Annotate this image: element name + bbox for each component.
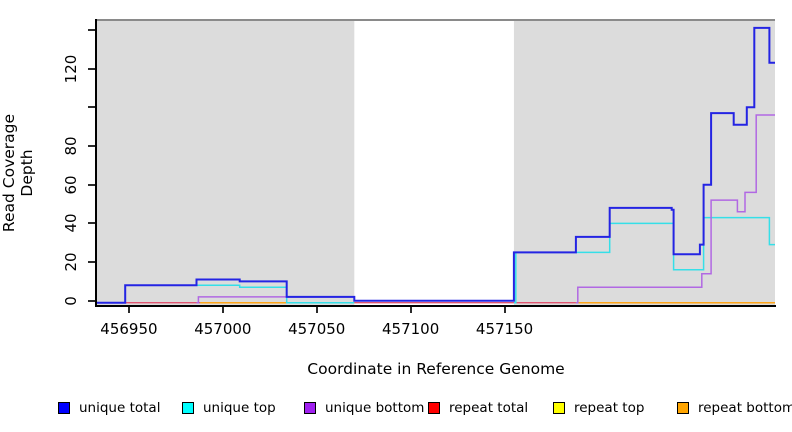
plot-panel [97, 19, 775, 306]
legend-swatch-icon [677, 402, 689, 414]
legend-label: repeat top [574, 400, 645, 416]
legend-swatch-icon [58, 402, 70, 414]
series-unique-bottom [196, 296, 355, 304]
legend-item-repeat-top: repeat top [553, 399, 644, 417]
x-tick-label: 456950 [100, 320, 158, 338]
x-tick [409, 307, 412, 313]
legend: unique total unique top unique bottom repea… [0, 399, 792, 421]
legend-label: repeat total [449, 400, 529, 416]
x-tick [127, 307, 130, 313]
y-tick [88, 222, 95, 225]
x-tick-label: 457000 [194, 320, 252, 338]
y-tick [88, 299, 95, 302]
x-tick-label: 457100 [382, 320, 440, 338]
plot-panel-svg [97, 21, 775, 306]
series-unique-bottom [575, 114, 775, 304]
x-tick-label: 457050 [288, 320, 346, 338]
legend-swatch-icon [428, 402, 440, 414]
legend-swatch-icon [304, 402, 316, 414]
x-tick-label: 457150 [475, 320, 534, 338]
y-axis-line [95, 19, 97, 307]
y-tick-label: 120 [62, 54, 80, 83]
y-tick-label: 0 [62, 295, 80, 306]
legend-item-unique-total: unique total [58, 399, 160, 417]
y-tick [88, 183, 95, 186]
x-axis-title: Coordinate in Reference Genome [307, 360, 565, 378]
legend-swatch-icon [553, 402, 565, 414]
y-tick [88, 261, 95, 263]
x-axis-line [95, 305, 776, 307]
x-tick [503, 307, 506, 313]
masked-region [354, 21, 514, 306]
y-tick-label: 20 [62, 252, 80, 272]
legend-item-repeat-bottom: repeat bottom [677, 399, 792, 417]
legend-item-unique-bottom: unique bottom [304, 399, 424, 417]
legend-swatch-icon [182, 402, 194, 414]
legend-item-unique-top: unique top [182, 399, 276, 417]
legend-label: unique total [79, 400, 161, 416]
series-unique-total [97, 26, 775, 304]
y-tick-label: 40 [62, 213, 80, 233]
y-axis-title: Read Coverage Depth [0, 113, 36, 233]
x-tick [315, 307, 318, 313]
legend-label: unique bottom [325, 400, 425, 416]
legend-label: unique top [203, 400, 276, 416]
y-tick [88, 67, 95, 70]
y-tick-label: 80 [62, 136, 80, 156]
y-tick [88, 106, 95, 109]
y-tick [88, 144, 95, 147]
y-tick-label: 60 [62, 175, 80, 195]
x-tick [221, 307, 224, 313]
y-tick [88, 28, 95, 31]
legend-label: repeat bottom [698, 400, 792, 416]
legend-item-repeat-total: repeat total [428, 399, 528, 417]
